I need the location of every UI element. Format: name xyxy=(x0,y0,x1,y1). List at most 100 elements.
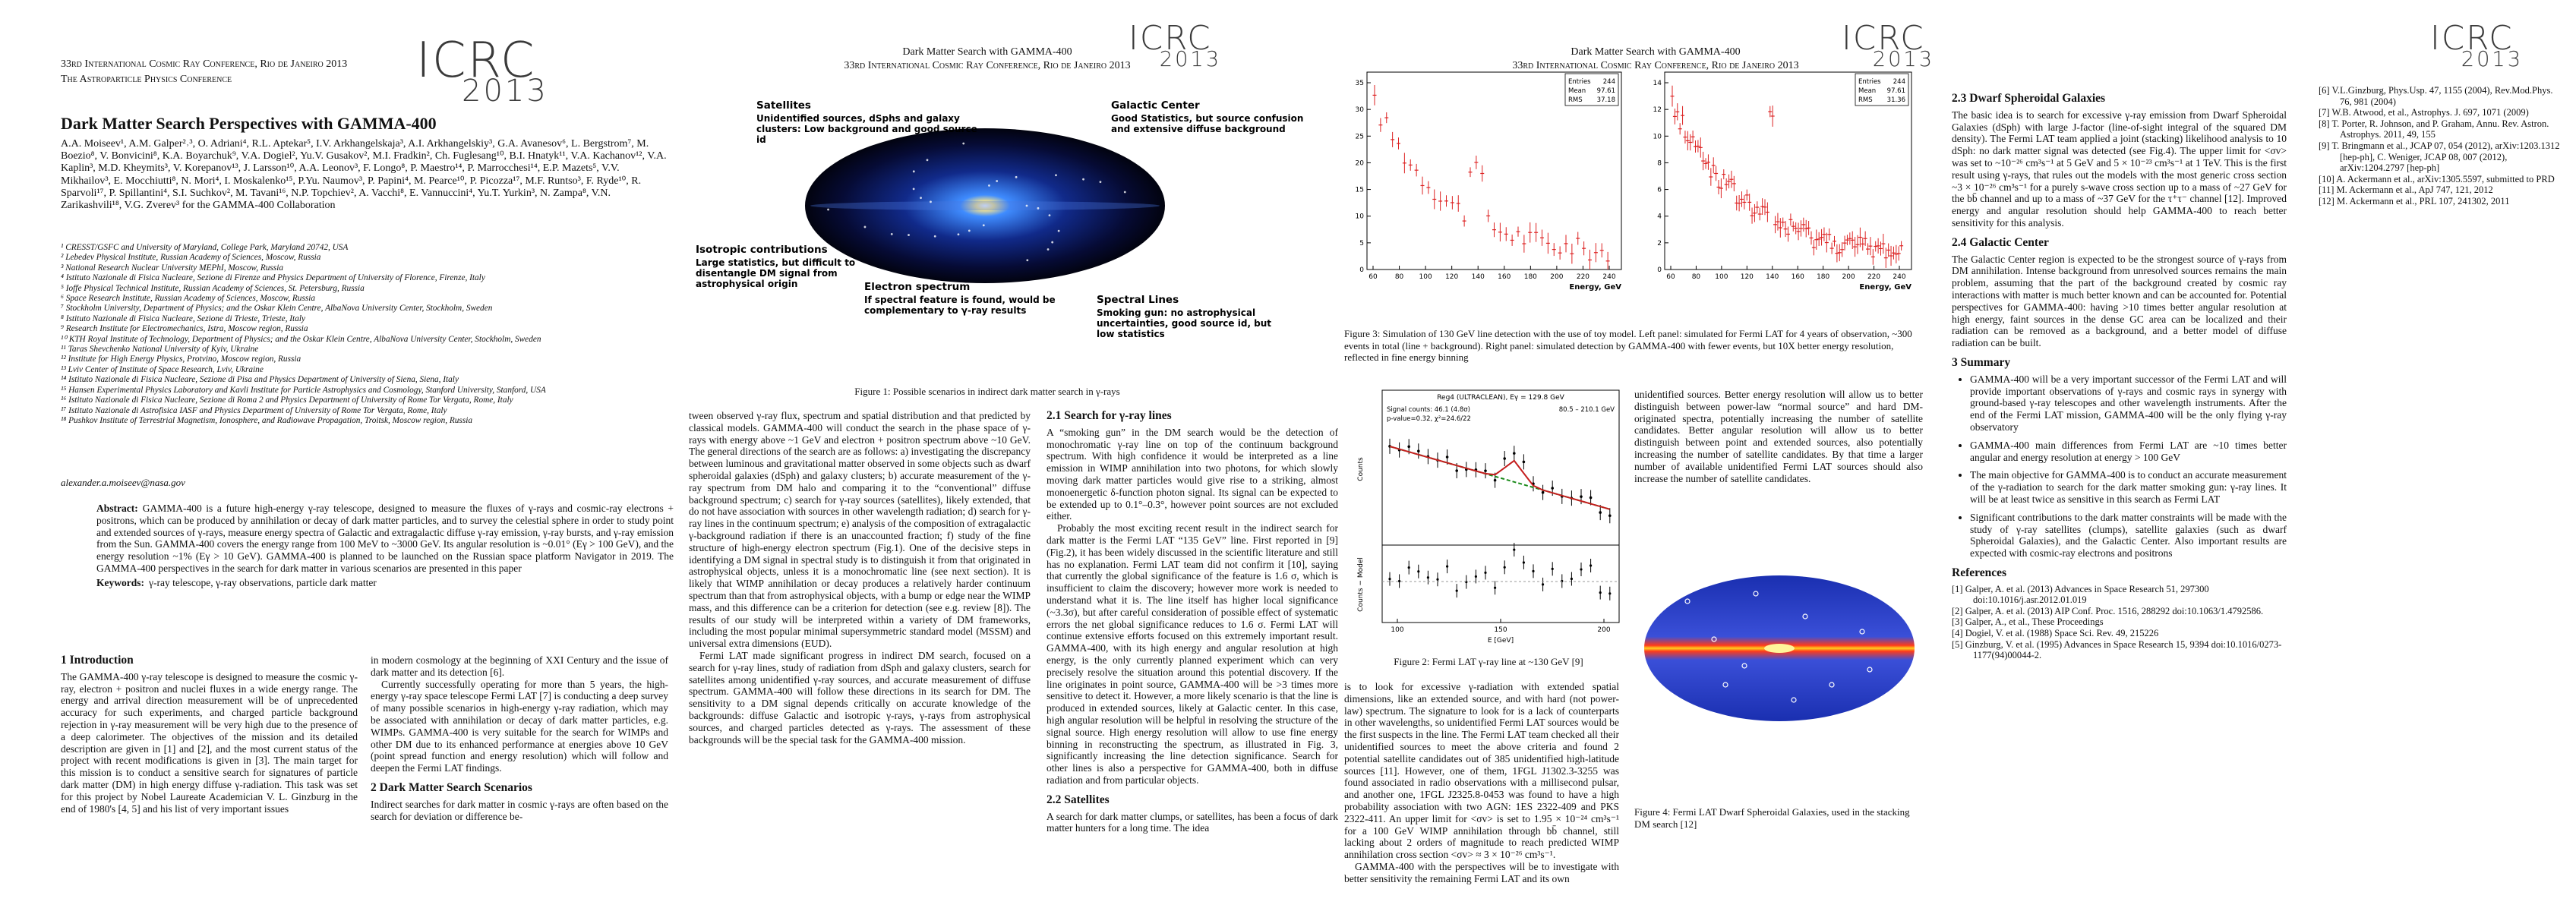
x-tick-label: 80 xyxy=(1692,273,1701,281)
affiliation: ¹³ Lviv Center of Institute of Space Res… xyxy=(61,364,264,374)
dsph-marker xyxy=(1684,598,1690,604)
bullet-item: The main objective for GAMMA-400 is to c… xyxy=(1970,469,2287,505)
data-point xyxy=(1455,469,1458,472)
y-tick-label: 30 xyxy=(1356,106,1365,114)
stats-value: 97.61 xyxy=(1887,87,1905,95)
star xyxy=(996,180,999,182)
star xyxy=(1099,181,1102,184)
residual-point xyxy=(1407,566,1410,569)
abstract-label: Abstract: xyxy=(96,503,138,514)
x-tick-label: 120 xyxy=(1445,273,1458,281)
y-tick-label: 15 xyxy=(1356,187,1364,194)
affiliation: ⁹ Research Institute for Electromechanic… xyxy=(61,324,308,334)
dsph-marker xyxy=(1859,629,1865,635)
data-point xyxy=(1484,469,1487,472)
residual-point xyxy=(1455,589,1458,592)
galactic-center xyxy=(1764,644,1795,653)
y-tick-label: 6 xyxy=(1657,187,1662,194)
star xyxy=(1025,204,1028,207)
text-column: 2.1 Search for γ-ray lines A “smoking gun… xyxy=(1046,410,1338,900)
stats-value: 244 xyxy=(1893,78,1905,86)
y-tick-label: 10 xyxy=(1356,213,1365,221)
histogram-figure: 0 2 4 6 8 10 12 14 60 80 100 120 140 160 180 200 220 240 E… xyxy=(1653,71,1912,292)
line-fit-figure: Reg4 (ULTRACLEAN), Eγ = 129.8 GeV Signal … xyxy=(1357,389,1620,645)
star xyxy=(926,159,929,162)
dsph-marker xyxy=(1802,613,1808,619)
residual-point xyxy=(1417,570,1420,573)
stats-label: RMS xyxy=(1858,96,1873,104)
data-point xyxy=(1551,487,1554,490)
stats-label: Mean xyxy=(1568,87,1586,95)
data-point xyxy=(1608,514,1612,518)
stats-value: 97.61 xyxy=(1597,87,1615,95)
y-tick-label: 10 xyxy=(1653,133,1662,140)
bullet-list: GAMMA-400 will be a very important succe… xyxy=(1952,374,2287,560)
x-tick-label: 160 xyxy=(1792,273,1804,281)
figure-label: Spectral Lines Smoking gun: no astrophysi… xyxy=(1097,295,1279,339)
y-tick-label: 5 xyxy=(1359,240,1364,247)
figure-label: Isotropic contributions Large statistics,… xyxy=(696,244,886,289)
upper-panel xyxy=(1381,389,1620,546)
star xyxy=(1051,241,1054,244)
affiliation: ¹¹ Taras Shevchenko National University … xyxy=(61,345,259,355)
authors: A.A. Moiseev¹, A.M. Galper²˒³, O. Adrian… xyxy=(61,138,667,212)
histogram-figure: 0 5 10 15 20 25 30 35 60 80 100 120 140 160 180 200 220 2… xyxy=(1356,71,1622,292)
data-point xyxy=(1407,445,1410,449)
x-tick-label: 180 xyxy=(1817,273,1829,281)
dsph-marker xyxy=(1753,591,1759,597)
data-point xyxy=(1580,495,1583,498)
email: alexander.a.moiseev@nasa.gov xyxy=(61,477,185,488)
bullet-item: GAMMA-400 main differences from Fermi LA… xyxy=(1970,440,2287,464)
stats-value: 37.18 xyxy=(1597,96,1615,104)
section-heading: 2 Dark Matter Search Scenarios xyxy=(371,780,532,794)
section-heading: 1 Introduction xyxy=(61,654,134,667)
logo-year: 2013 xyxy=(1159,48,1221,72)
residual-point xyxy=(1513,548,1516,551)
section-heading: References xyxy=(1952,566,2007,579)
stats-frame xyxy=(1855,73,1909,106)
residual-point xyxy=(1426,576,1429,579)
abstract: Abstract: GAMMA-400 is a future high-ener… xyxy=(96,503,674,575)
figure-note: p-value=0.32, χ²=24.6/22 xyxy=(1387,415,1471,423)
running-title: Dark Matter Search with GAMMA-400 xyxy=(902,46,1072,58)
figure-caption: Figure 3: Simulation of 130 GeV line det… xyxy=(1344,328,1912,363)
star xyxy=(988,184,990,187)
total-model xyxy=(1389,446,1611,510)
residual-point xyxy=(1398,579,1401,583)
figure-title: Reg4 (ULTRACLEAN), Eγ = 129.8 GeV xyxy=(1437,394,1564,402)
x-axis-label: Energy, GeV xyxy=(1569,283,1621,292)
residual-point xyxy=(1599,591,1602,594)
dsph-marker xyxy=(1741,663,1747,669)
stats-value: 31.36 xyxy=(1887,96,1905,104)
paragraph: A search for dark matter clumps, or sate… xyxy=(1046,810,1338,834)
x-tick-label: 200 xyxy=(1550,273,1563,281)
y-axis-label: Counts xyxy=(1357,457,1365,481)
star xyxy=(827,208,829,211)
star xyxy=(1037,206,1040,210)
affiliation: ⁴ Istituto Nazionale di Fisica Nucleare,… xyxy=(61,273,485,283)
reference: [11] M. Ackermann et al., ApJ 747, 121, … xyxy=(2319,184,2493,196)
data-point xyxy=(1522,460,1526,464)
x-tick-label: 100 xyxy=(1391,626,1403,634)
reference: [6] V.L.Ginzburg, Phys.Usp. 47, 1155 (20… xyxy=(2319,85,2553,107)
data-point xyxy=(1513,452,1516,455)
figure-note: 80.5 – 210.1 GeV xyxy=(1559,406,1615,414)
figure-label: Satellites Unidentified sources, dSphs an… xyxy=(756,100,984,145)
residual-point xyxy=(1608,592,1612,595)
text-column: [6] V.L.Ginzburg, Phys.Usp. 47, 1155 (20… xyxy=(2319,85,2562,328)
paragraph: tween observed γ-ray flux, spectrum and … xyxy=(689,410,1031,650)
residual-point xyxy=(1561,579,1564,583)
star xyxy=(1057,229,1060,232)
stats-label: Entries xyxy=(1568,78,1591,86)
text-column: in modern cosmology at the beginning of … xyxy=(371,654,668,897)
x-axis-label: Energy, GeV xyxy=(1859,283,1911,292)
keywords-text: γ-ray telescope, γ-ray observations, par… xyxy=(149,577,377,588)
stats-label: Mean xyxy=(1858,87,1876,95)
x-tick-label: 80 xyxy=(1395,273,1404,281)
figure-caption: Figure 1: Possible scenarios in indirect… xyxy=(854,386,1120,397)
paragraph: GAMMA-400 with the perspectives will be … xyxy=(1344,860,1619,884)
logo-name: ICRC xyxy=(1842,20,1925,58)
affiliation: ⁸ Istituto Nazionale di Fisica Nucleare,… xyxy=(61,314,305,323)
section-heading: 2.2 Satellites xyxy=(1046,793,1110,806)
figure-label-text: Good Statistics, but source confusion an… xyxy=(1111,113,1304,134)
